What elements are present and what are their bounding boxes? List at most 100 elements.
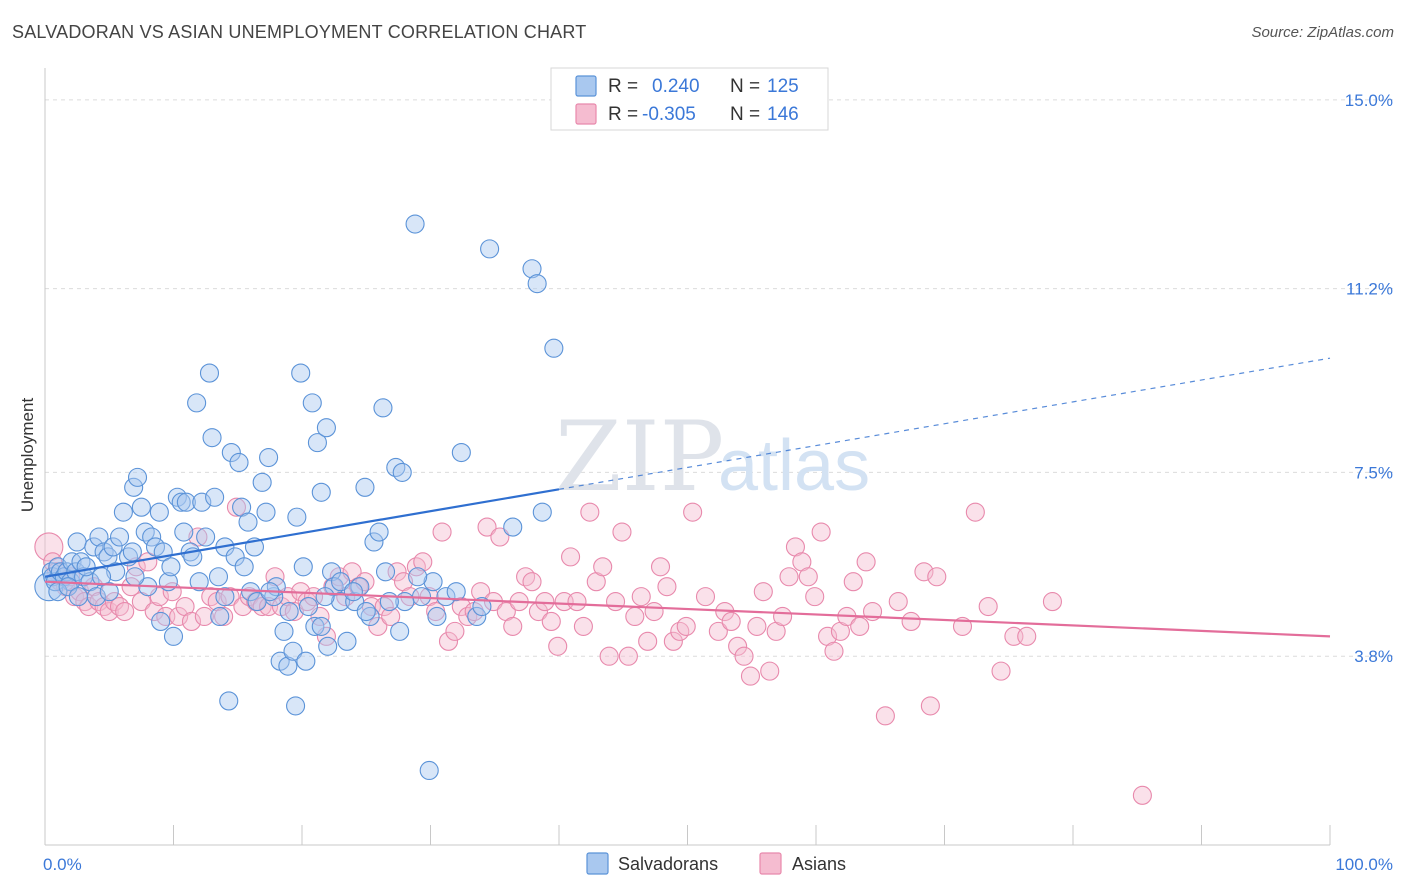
salvadorans-point: [174, 522, 194, 542]
salvadorans-point: [149, 502, 169, 522]
asians-point: [638, 631, 658, 651]
asians-point: [406, 557, 426, 577]
salvadorans-point: [109, 527, 130, 547]
asians-point: [548, 636, 568, 656]
asians-point: [79, 596, 99, 617]
salvadorans-point: [392, 462, 412, 482]
salvadorans-point: [238, 512, 258, 532]
salvadorans-point: [113, 502, 133, 522]
asians-point: [650, 557, 671, 577]
asians-point: [593, 557, 613, 577]
legend-n-label-2: N =: [730, 104, 760, 125]
asians-point: [875, 706, 895, 726]
salvadorans-point: [356, 601, 376, 622]
watermark-atlas: atlas: [718, 426, 870, 506]
asians-point: [438, 631, 459, 651]
salvadorans-point: [196, 527, 216, 547]
asians-point: [728, 636, 748, 656]
salvadorans-point: [318, 636, 338, 656]
salvadorans-point: [279, 601, 299, 622]
asians-point: [599, 646, 619, 666]
asians-point: [265, 567, 285, 587]
salvadorans-point: [76, 557, 96, 577]
asians-point: [516, 567, 536, 587]
salvadorans-point: [544, 338, 564, 358]
asians-point: [451, 596, 471, 617]
salvadorans-point: [522, 259, 542, 279]
bottom-legend-swatch-asians: [759, 852, 782, 875]
asians-point: [676, 616, 696, 636]
salvadorans-point: [364, 532, 384, 552]
bottom-legend-label-asians: Asians: [792, 854, 846, 874]
salvadorans-trend-line: [44, 488, 560, 578]
asians-point: [535, 592, 555, 612]
asians-point: [773, 606, 793, 627]
salvadorans-point: [386, 457, 406, 478]
asians-point: [734, 646, 754, 666]
salvadorans-point: [316, 418, 336, 438]
asians-point: [753, 582, 773, 602]
salvadorans-point: [286, 696, 306, 716]
asians-point: [779, 567, 799, 587]
asians-point: [580, 502, 600, 522]
asians-point: [644, 601, 664, 622]
asians-point: [965, 502, 985, 522]
asians-point: [226, 497, 247, 517]
salvadorans-point: [291, 363, 311, 383]
salvadorans-point: [451, 442, 471, 463]
asians-point: [901, 611, 921, 632]
x-tick-label: 100.0%: [1335, 855, 1393, 874]
asians-point: [625, 606, 645, 627]
asians-point: [612, 522, 632, 542]
y-tick-label: 7.5%: [1354, 463, 1393, 482]
salvadorans-point: [337, 631, 357, 651]
salvadorans-point: [142, 527, 162, 547]
asians-point: [99, 601, 119, 622]
source-label: Source: ZipAtlas.com: [1251, 24, 1394, 41]
asians-point: [201, 587, 221, 607]
salvadorans-point: [390, 621, 410, 641]
salvadorans-point: [503, 517, 523, 537]
legend-r-value-2: -0.305: [642, 104, 696, 125]
salvadorans-point: [527, 274, 547, 294]
salvadorans-point: [287, 507, 307, 527]
salvadorans-point: [189, 572, 209, 592]
bottom-legend-swatch-salvadorans: [586, 852, 609, 875]
asians-point: [381, 606, 401, 627]
asians-point: [573, 616, 593, 636]
asians-point: [824, 641, 844, 661]
salvadorans-point: [305, 616, 325, 636]
y-tick-label: 3.8%: [1354, 647, 1393, 666]
asians-point: [618, 646, 638, 666]
salvadorans-point: [330, 592, 351, 612]
asians-point: [541, 611, 561, 632]
asians-point: [695, 587, 716, 607]
asians-point: [115, 601, 135, 622]
chart-title: SALVADORAN VS ASIAN UNEMPLOYMENT CORRELA…: [12, 22, 587, 42]
asians-point: [368, 616, 388, 636]
asians-point: [670, 621, 690, 641]
salvadorans-points: [34, 214, 564, 781]
salvadorans-point: [480, 239, 500, 259]
salvadorans-point: [192, 492, 212, 512]
salvadorans-point: [315, 587, 335, 607]
salvadorans-point: [99, 582, 119, 602]
legend-swatch-asians: [575, 103, 597, 125]
salvadorans-point: [467, 606, 487, 627]
salvadorans-point: [278, 656, 298, 676]
asians-point: [657, 577, 677, 597]
asians-point: [181, 611, 202, 632]
salvadorans-point: [419, 760, 439, 781]
salvadorans-point: [234, 557, 254, 577]
salvadorans-point: [215, 587, 235, 607]
correlation-legend: R = 0.240 N = 125 R = -0.305 N = 146: [550, 67, 829, 131]
asians-point: [490, 527, 510, 547]
legend-n-value-1: 125: [767, 76, 799, 97]
x-tick-label: 0.0%: [43, 855, 82, 874]
salvadorans-point: [311, 482, 331, 502]
salvadorans-point: [219, 691, 239, 711]
legend-swatch-salvadorans: [575, 75, 597, 97]
salvadorans-point: [252, 472, 272, 492]
salvadorans-point: [405, 214, 425, 234]
